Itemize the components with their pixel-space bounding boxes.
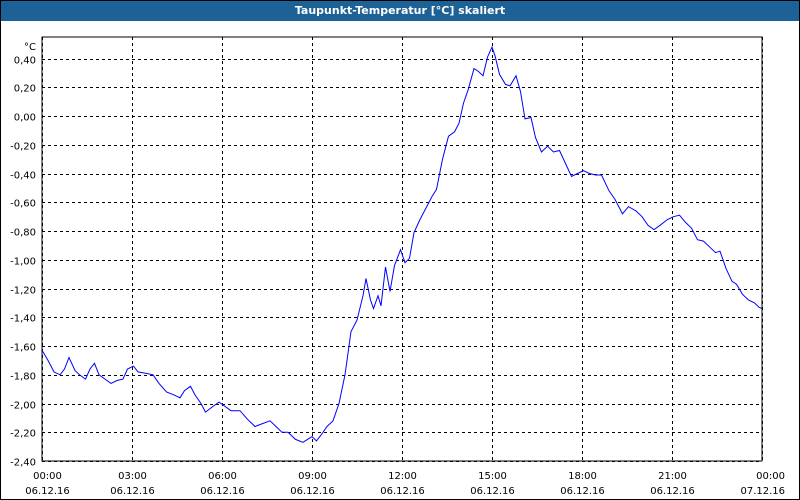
y-tick-label: -1,80: [10, 372, 36, 383]
x-tick-time-label: 09:00: [298, 471, 327, 482]
y-tick-label: -2,20: [10, 429, 36, 440]
y-tick-label: -0,40: [10, 171, 36, 182]
x-tick-time-label: 00:00: [756, 471, 785, 482]
y-tick-label: -1,40: [10, 314, 36, 325]
x-tick-time-label: 18:00: [568, 471, 597, 482]
x-tick-date-label: 07.12.16: [740, 486, 785, 497]
x-tick-time-label: 15:00: [478, 471, 507, 482]
x-tick-date-label: 06.12.16: [650, 486, 695, 497]
y-tick-label: 0,20: [14, 84, 36, 95]
x-tick-time-label: 21:00: [658, 471, 687, 482]
y-tick-label: -2,00: [10, 401, 36, 412]
y-tick-label: -2,40: [10, 458, 36, 469]
y-tick-label: 0,40: [14, 56, 36, 67]
x-tick-date-label: 06.12.16: [470, 486, 515, 497]
y-tick-label: -1,20: [10, 286, 36, 297]
y-tick-label: -1,00: [10, 257, 36, 268]
x-tick-date-label: 06.12.16: [290, 486, 335, 497]
x-tick-time-label: 12:00: [388, 471, 417, 482]
x-tick-date-label: 06.12.16: [200, 486, 245, 497]
x-tick-time-label: 03:00: [118, 471, 147, 482]
y-tick-label: -1,60: [10, 343, 36, 354]
x-tick-time-label: 06:00: [208, 471, 237, 482]
dewpoint-series-line: [41, 45, 763, 443]
x-tick-date-label: 06.12.16: [110, 486, 155, 497]
x-tick-time-label: 00:00: [33, 471, 62, 482]
y-tick-label: -0,80: [10, 228, 36, 239]
x-tick-date-label: 06.12.16: [380, 486, 425, 497]
x-tick-date-label: 06.12.16: [25, 486, 70, 497]
chart-title: Taupunkt-Temperatur [°C] skaliert: [1, 1, 799, 21]
y-tick-label: 0,00: [14, 113, 36, 124]
y-axis-unit: °C: [24, 42, 36, 53]
y-tick-label: -0,60: [10, 199, 36, 210]
x-tick-date-label: 06.12.16: [560, 486, 605, 497]
y-tick-label: -0,20: [10, 142, 36, 153]
